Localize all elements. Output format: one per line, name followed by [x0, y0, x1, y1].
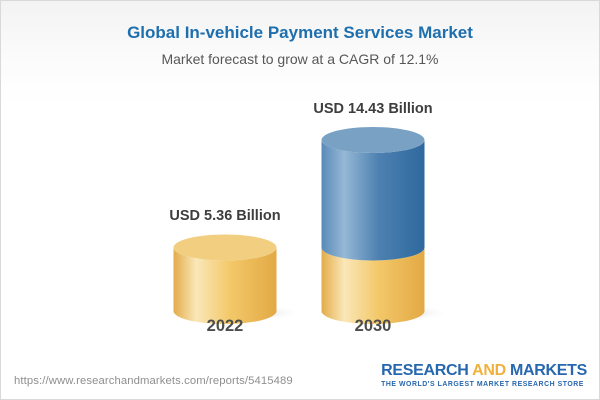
cylinder-top [173, 234, 277, 261]
research-and-markets-logo: RESEARCH AND MARKETS THE WORLD'S LARGEST… [381, 363, 587, 389]
bar-category-label-0: 2022 [206, 317, 244, 335]
cylinder-segment-gold [173, 247, 277, 325]
logo-word-research: RESEARCH [381, 362, 469, 380]
cylinder-segment-blue [321, 140, 425, 261]
bar-value-label-0: USD 5.36 Billion [169, 208, 281, 225]
logo-wordmark: RESEARCH AND MARKETS [381, 363, 587, 379]
bar-category-label-1: 2030 [354, 317, 392, 335]
cylinder-top [321, 127, 425, 153]
logo-word-and: AND [472, 362, 506, 380]
logo-word-markets: MARKETS [509, 362, 587, 380]
chart-title: Global In-vehicle Payment Services Marke… [127, 23, 473, 42]
chart-subtitle: Market forecast to grow at a CAGR of 12.… [161, 51, 439, 67]
logo-tagline: THE WORLD'S LARGEST MARKET RESEARCH STOR… [381, 381, 584, 389]
cylinder-segment-gold [321, 247, 425, 325]
report-url: https://www.researchandmarkets.com/repor… [14, 375, 293, 387]
bar-value-label-1: USD 14.43 Billion [313, 101, 433, 117]
